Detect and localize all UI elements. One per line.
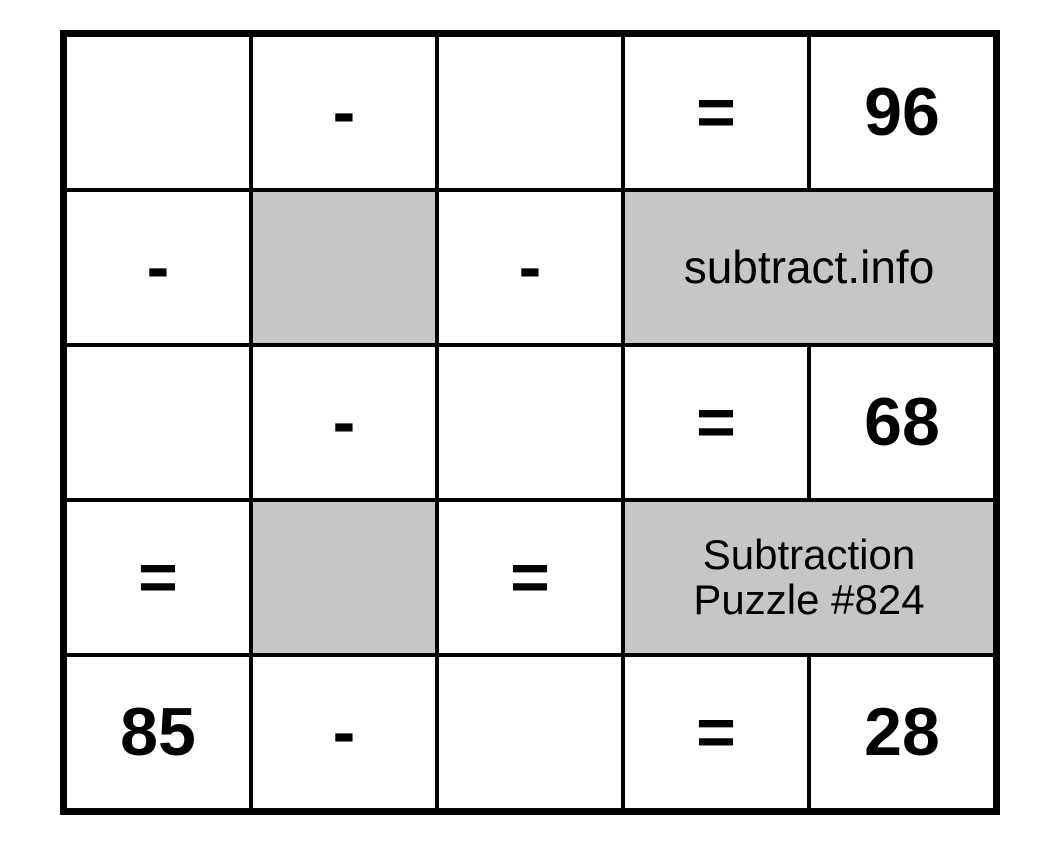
- cell-r3c1[interactable]: [65, 345, 251, 500]
- cell-r5c4-equals: =: [623, 655, 809, 810]
- cell-r2c1-minus: -: [65, 190, 251, 345]
- cell-r5c5-result: 28: [809, 655, 995, 810]
- cell-r2c3-minus: -: [437, 190, 623, 345]
- cell-r4c1-equals: =: [65, 500, 251, 655]
- cell-r3c4-equals: =: [623, 345, 809, 500]
- cell-r5c2-minus: -: [251, 655, 437, 810]
- cell-r1c4-equals: =: [623, 35, 809, 190]
- cell-r1c5-result: 96: [809, 35, 995, 190]
- cell-r5c1-value: 85: [65, 655, 251, 810]
- puzzle-grid: - = 96 - - subtract.info - = 68 = = Subt…: [60, 30, 1000, 815]
- cell-r4c2-blocked: [251, 500, 437, 655]
- cell-r3c2-minus: -: [251, 345, 437, 500]
- cell-r4c3-equals: =: [437, 500, 623, 655]
- cell-r2c2-blocked: [251, 190, 437, 345]
- cell-r2-info: subtract.info: [623, 190, 995, 345]
- cell-r3c5-result: 68: [809, 345, 995, 500]
- cell-r1c2-minus: -: [251, 35, 437, 190]
- cell-r4-title: Subtraction Puzzle #824: [623, 500, 995, 655]
- cell-r1c3[interactable]: [437, 35, 623, 190]
- cell-r1c1[interactable]: [65, 35, 251, 190]
- cell-r3c3[interactable]: [437, 345, 623, 500]
- cell-r5c3[interactable]: [437, 655, 623, 810]
